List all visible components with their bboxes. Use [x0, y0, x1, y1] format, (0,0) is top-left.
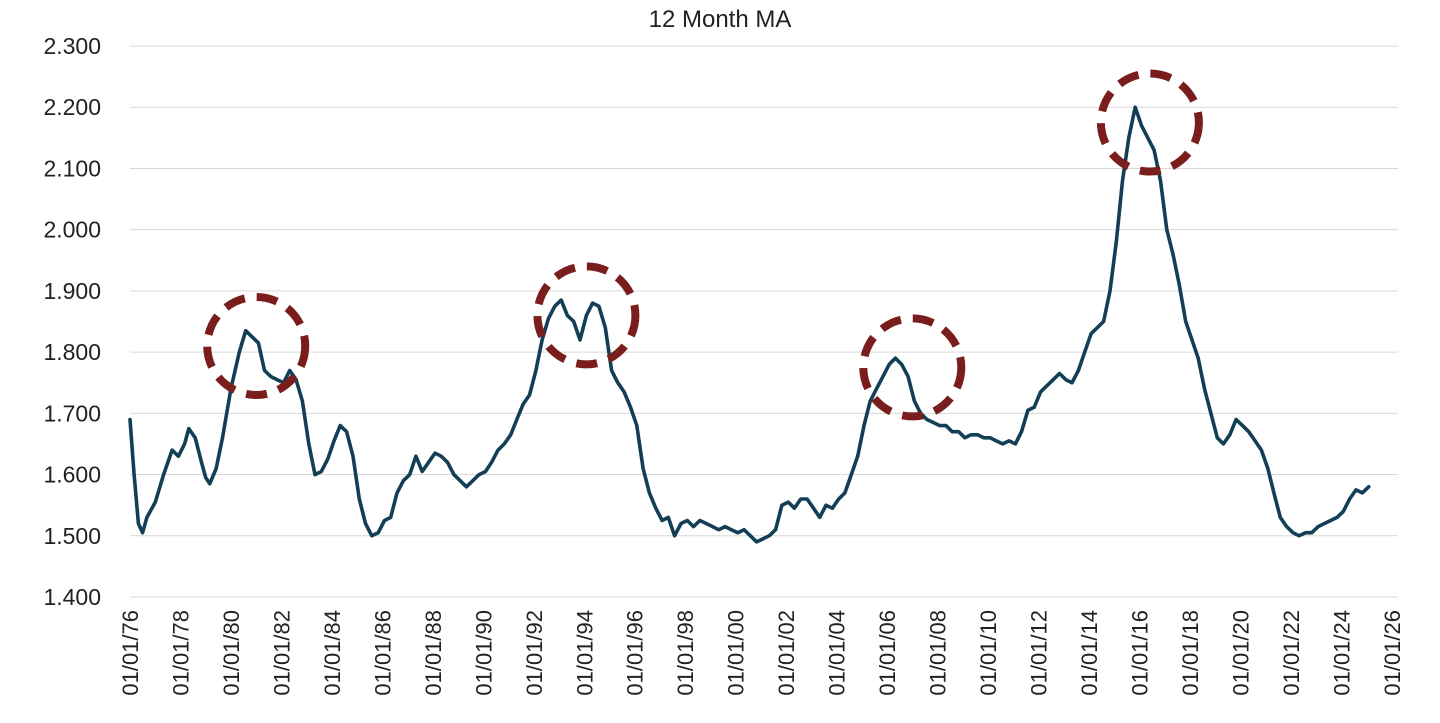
x-tick-label: 01/01/88 [421, 610, 446, 696]
x-tick-label: 01/01/16 [1127, 610, 1152, 696]
x-tick-label: 01/01/26 [1380, 610, 1405, 696]
series-line [128, 105, 1371, 544]
y-tick-label: 1.500 [43, 523, 101, 549]
x-tick-label: 01/01/78 [169, 610, 194, 696]
peak-highlight-circle [533, 262, 640, 369]
peak-highlight-circle [1096, 69, 1203, 176]
x-tick-label: 01/01/10 [976, 610, 1001, 696]
y-tick-label: 2.100 [43, 155, 101, 181]
x-tick-label: 01/01/80 [219, 610, 244, 696]
y-tick-label: 1.800 [43, 339, 101, 365]
peak-highlight-circle [203, 292, 310, 399]
x-axis-ticks: 01/01/76 01/01/78 01/01/80 01/01/82 01/01/84… [118, 610, 1405, 696]
x-tick-label: 01/01/90 [471, 610, 496, 696]
x-tick-label: 01/01/92 [522, 610, 547, 696]
y-tick-label: 1.400 [43, 584, 101, 610]
y-axis-ticks: 1.400 1.500 1.600 1.700 1.800 1.900 2.000 2.100… [43, 33, 101, 610]
chart-title: 12 Month MA [649, 6, 792, 33]
x-tick-label: 01/01/82 [269, 610, 294, 696]
x-tick-label: 01/01/76 [118, 610, 143, 696]
x-tick-label: 01/01/22 [1279, 610, 1304, 696]
peak-highlight-circle [859, 314, 966, 421]
y-tick-label: 1.700 [43, 400, 101, 426]
x-tick-label: 01/01/12 [1026, 610, 1051, 696]
x-tick-label: 01/01/08 [926, 610, 951, 696]
x-tick-label: 01/01/86 [370, 610, 395, 696]
x-tick-label: 01/01/00 [724, 610, 749, 696]
x-tick-label: 01/01/84 [320, 610, 345, 696]
x-tick-label: 01/01/98 [673, 610, 698, 696]
y-tick-label: 2.000 [43, 217, 101, 243]
x-tick-label: 01/01/02 [774, 610, 799, 696]
x-tick-label: 01/01/04 [825, 610, 850, 696]
x-tick-label: 01/01/94 [572, 610, 597, 696]
y-tick-label: 2.300 [43, 33, 101, 59]
y-tick-label: 2.200 [43, 94, 101, 120]
y-tick-label: 1.600 [43, 462, 101, 488]
gridlines [130, 45, 1398, 598]
x-tick-label: 01/01/24 [1329, 610, 1354, 696]
x-tick-label: 01/01/14 [1077, 610, 1102, 696]
x-tick-label: 01/01/06 [875, 610, 900, 696]
y-tick-label: 1.900 [43, 278, 101, 304]
x-tick-label: 01/01/18 [1178, 610, 1203, 696]
x-tick-label: 01/01/20 [1228, 610, 1253, 696]
highlight-markers [203, 69, 1203, 421]
x-tick-label: 01/01/96 [623, 610, 648, 696]
